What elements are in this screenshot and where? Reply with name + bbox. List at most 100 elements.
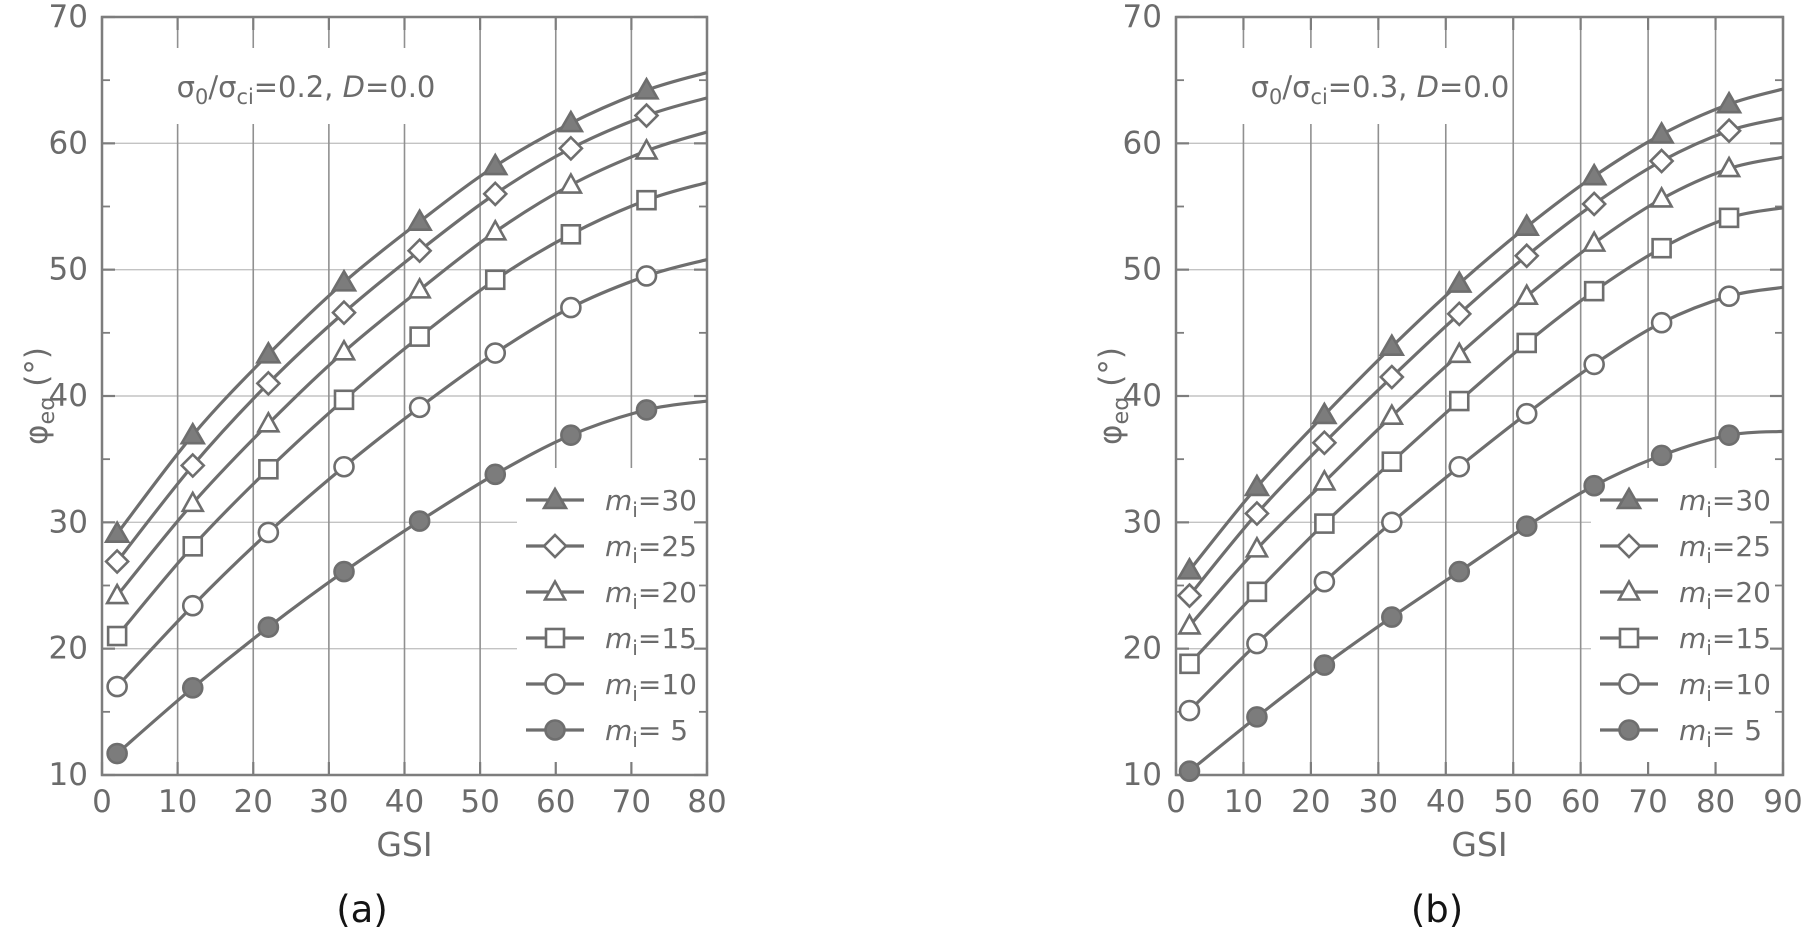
marker-circle-filled-mi=5 bbox=[333, 560, 355, 583]
marker-triangle-open-mi=20 bbox=[1379, 403, 1405, 426]
marker-circle-open-mi=10 bbox=[1178, 699, 1201, 722]
legend-label-mi=30: mi=30 bbox=[1679, 484, 1771, 522]
marker-square-open-mi=15 bbox=[258, 458, 279, 480]
legend-marker-mi=5 bbox=[1618, 719, 1640, 741]
marker-circle-filled-mi=5 bbox=[257, 616, 280, 638]
series-line-mi=25 bbox=[115, 96, 708, 563]
legend-label-mi=10: mi=10 bbox=[1679, 668, 1771, 706]
legend-label-mi=15: mi=15 bbox=[1679, 622, 1771, 660]
marker-circle-filled-mi=5 bbox=[560, 424, 582, 446]
series-line-mi=5 bbox=[1188, 429, 1784, 773]
marker-triangle-open-mi=20 bbox=[331, 338, 357, 361]
title-backdrop bbox=[1216, 48, 1506, 124]
marker-triangle-open-mi=20 bbox=[1312, 468, 1337, 491]
marker-diamond-open-mi=25 bbox=[1581, 191, 1607, 217]
legend-marker-mi=10 bbox=[1618, 673, 1640, 695]
caption-b: (b) bbox=[1411, 888, 1463, 931]
marker-circle-filled-mi=5 bbox=[106, 742, 128, 765]
x-tick-label: 90 bbox=[1763, 784, 1801, 820]
legend-label-mi=5: mi= 5 bbox=[605, 714, 688, 752]
x-tick-label: 70 bbox=[612, 784, 651, 820]
marker-diamond-open-mi=25 bbox=[633, 102, 660, 129]
x-tick-label: 0 bbox=[1166, 784, 1186, 820]
marker-circle-filled-mi=5 bbox=[1381, 606, 1403, 628]
marker-circle-filled-mi=5 bbox=[408, 510, 431, 532]
marker-triangle-open-mi=20 bbox=[483, 218, 508, 241]
x-tick-label: 10 bbox=[158, 784, 197, 820]
marker-triangle-open-mi=20 bbox=[1244, 535, 1270, 558]
chart-title-a: σ0/σci=0.2, D=0.0 bbox=[177, 70, 436, 109]
y-tick-label: 10 bbox=[1123, 757, 1162, 793]
marker-circle-open-mi=10 bbox=[1381, 511, 1403, 534]
marker-circle-open-mi=10 bbox=[1246, 632, 1268, 655]
marker-triangle-filled-mi=30 bbox=[1648, 120, 1675, 144]
y-axis-label: φeq (°) bbox=[19, 347, 60, 445]
legend-marker-mi=10 bbox=[544, 673, 566, 695]
marker-triangle-open-mi=20 bbox=[1447, 341, 1472, 364]
marker-triangle-filled-mi=30 bbox=[255, 340, 282, 364]
legend-marker-mi=30 bbox=[1615, 486, 1643, 510]
legend-backdrop bbox=[517, 468, 705, 772]
x-tick-label: 80 bbox=[1696, 784, 1735, 820]
marker-triangle-open-mi=20 bbox=[558, 171, 584, 194]
y-tick-label: 30 bbox=[1123, 504, 1162, 540]
marker-square-open-mi=15 bbox=[1718, 207, 1740, 229]
marker-diamond-open-mi=25 bbox=[104, 548, 130, 575]
x-axis-label: GSI bbox=[376, 825, 432, 864]
marker-diamond-open-mi=25 bbox=[255, 370, 282, 397]
marker-circle-open-mi=10 bbox=[1313, 570, 1336, 593]
x-tick-label: 40 bbox=[385, 784, 424, 820]
legend-label-mi=20: mi=20 bbox=[1679, 576, 1771, 614]
chart-title-b: σ0/σci=0.3, D=0.0 bbox=[1251, 70, 1510, 109]
marker-square-open-mi=15 bbox=[409, 326, 430, 347]
marker-circle-open-mi=10 bbox=[1650, 311, 1673, 334]
x-axis-label: GSI bbox=[1451, 825, 1507, 864]
legend-marker-mi=15 bbox=[1618, 627, 1640, 649]
marker-diamond-open-mi=25 bbox=[331, 299, 357, 326]
y-axis-label: φeq (°) bbox=[1093, 347, 1134, 445]
marker-triangle-filled-mi=30 bbox=[406, 208, 433, 231]
marker-square-open-mi=15 bbox=[1179, 653, 1200, 675]
y-tick-label: 70 bbox=[49, 0, 88, 35]
x-tick-label: 20 bbox=[234, 784, 273, 820]
x-tick-label: 50 bbox=[460, 784, 499, 820]
legend-marker-mi=25 bbox=[542, 533, 568, 559]
marker-square-open-mi=15 bbox=[636, 189, 657, 211]
series-line-mi=20 bbox=[1188, 155, 1784, 627]
marker-triangle-filled-mi=30 bbox=[1513, 213, 1540, 237]
legend-label-mi=25: mi=25 bbox=[605, 530, 697, 568]
legend-label-mi=30: mi=30 bbox=[605, 484, 697, 522]
marker-circle-open-mi=10 bbox=[1448, 455, 1471, 478]
legend-marker-mi=20 bbox=[542, 578, 568, 601]
marker-triangle-open-mi=20 bbox=[634, 137, 659, 160]
marker-diamond-open-mi=25 bbox=[1311, 429, 1338, 456]
marker-triangle-filled-mi=30 bbox=[330, 268, 358, 292]
marker-triangle-open-mi=20 bbox=[407, 276, 432, 299]
series-line-mi=20 bbox=[115, 130, 708, 597]
y-tick-label: 40 bbox=[1123, 378, 1162, 414]
series-line-mi=25 bbox=[1188, 116, 1784, 597]
series-line-mi=10 bbox=[115, 258, 708, 688]
x-tick-label: 60 bbox=[536, 784, 575, 820]
marker-diamond-open-mi=25 bbox=[1716, 117, 1742, 144]
marker-triangle-open-mi=20 bbox=[104, 582, 130, 605]
marker-triangle-filled-mi=30 bbox=[481, 152, 509, 176]
marker-circle-filled-mi=5 bbox=[1583, 474, 1605, 497]
marker-square-open-mi=15 bbox=[1583, 280, 1605, 302]
marker-square-open-mi=15 bbox=[1246, 581, 1268, 603]
plot-frame bbox=[1174, 15, 1785, 777]
charts-layer: mi=30 mi=25 mi=20 mi=15 mi=10 mi= 5 σ0/σci=0.2… bbox=[19, 0, 1801, 864]
y-tick-label: 10 bbox=[49, 757, 88, 793]
marker-circle-filled-mi=5 bbox=[635, 399, 658, 421]
marker-square-open-mi=15 bbox=[1448, 390, 1470, 412]
legend-marker-mi=15 bbox=[544, 627, 566, 649]
marker-circle-filled-mi=5 bbox=[1313, 654, 1336, 676]
marker-diamond-open-mi=25 bbox=[1648, 148, 1675, 174]
marker-triangle-filled-mi=30 bbox=[1715, 90, 1743, 114]
marker-triangle-filled-mi=30 bbox=[1378, 333, 1406, 357]
marker-triangle-open-mi=20 bbox=[1177, 612, 1202, 635]
marker-triangle-open-mi=20 bbox=[1649, 185, 1674, 208]
marker-square-open-mi=15 bbox=[1381, 451, 1403, 472]
marker-triangle-open-mi=20 bbox=[180, 490, 205, 513]
